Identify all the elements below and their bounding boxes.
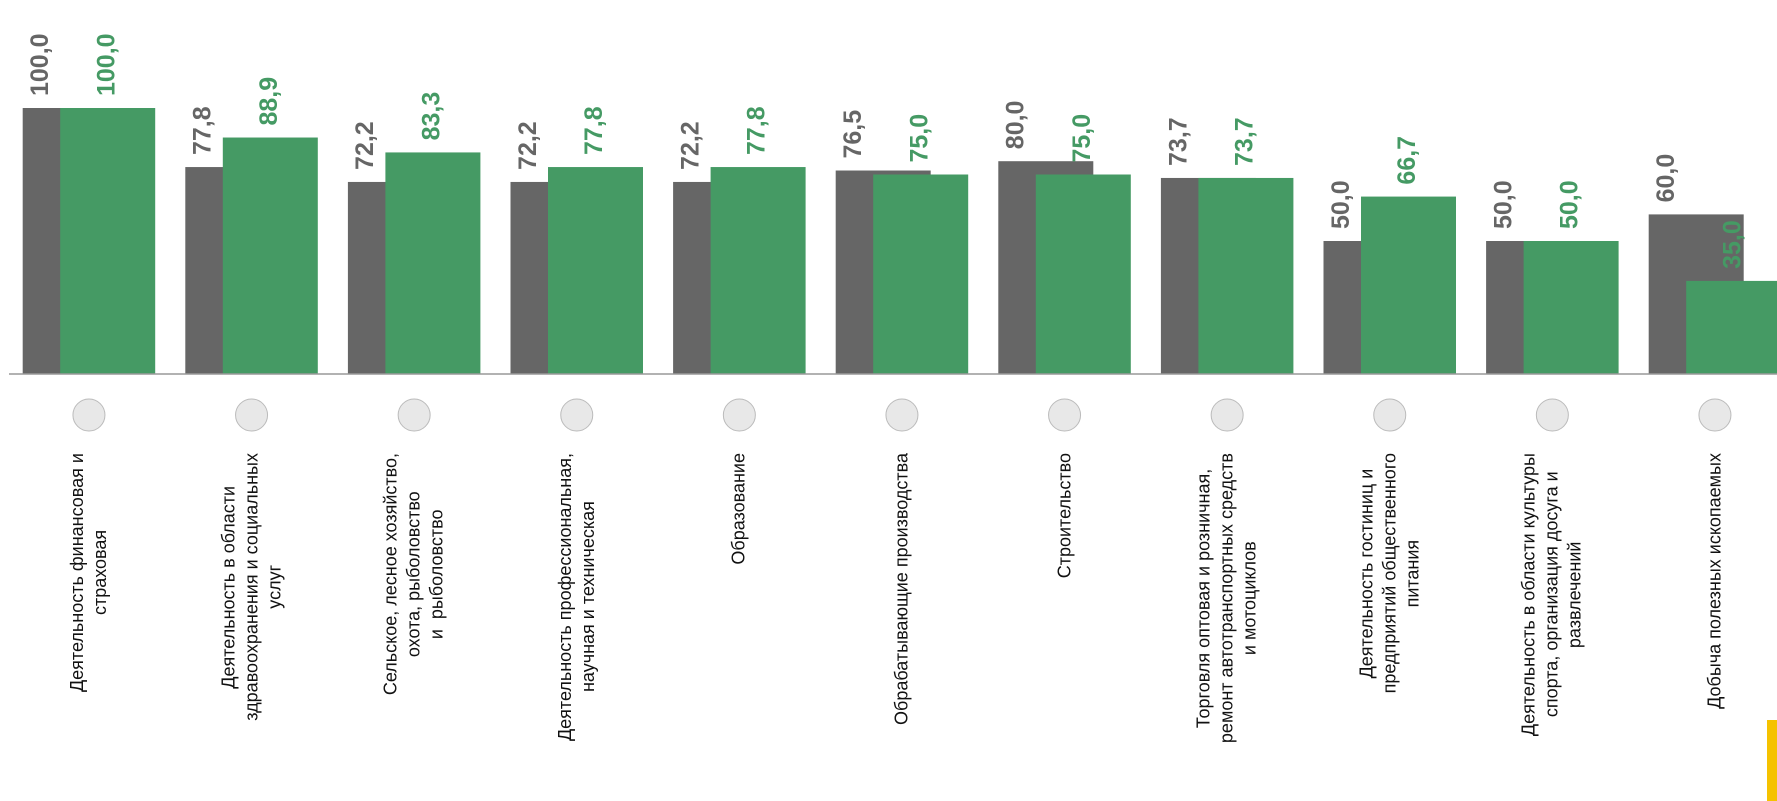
category-label: Торговля оптовая и розничная, ремонт авт… [1193,453,1260,744]
category-icon [1048,398,1082,432]
value-label: 88,9 [255,77,283,126]
bar [1523,241,1619,374]
decor-bar [1767,720,1777,801]
category-label: Обрабатывающие производства [891,453,912,725]
bar [1361,196,1456,374]
value-label: 35,0 [1718,220,1746,269]
category-label: Строительство [1054,453,1075,579]
category-label: Сельское, лесное хозяйство, охота, рыбол… [380,453,447,696]
bar [385,152,481,374]
category-icon [235,398,269,432]
category-icon [1373,398,1407,432]
value-label: 60,0 [1652,154,1680,203]
value-label: 100,0 [92,33,120,96]
value-label: 76,5 [839,110,867,159]
value-label: 75,0 [905,114,933,163]
value-label: 50,0 [1556,180,1584,229]
bar [1686,280,1777,374]
value-label: 50,0 [1489,180,1517,229]
category-label: Деятельность в области культуры спорта, … [1518,453,1585,737]
value-label: 75,0 [1068,114,1096,163]
category-label: Деятельность гостиниц и предприятий обще… [1356,453,1423,694]
value-label: 77,8 [189,106,217,155]
value-label: 66,7 [1393,136,1421,185]
value-label: 73,7 [1164,117,1192,166]
value-label: 80,0 [1002,101,1030,150]
category-label: Деятельность профессиональная, научная и… [554,453,598,742]
value-label: 72,2 [351,121,379,170]
value-label: 77,8 [743,106,771,155]
value-label: 73,7 [1231,117,1259,166]
bar [548,167,643,374]
category-icon [1698,398,1732,432]
value-label: 100,0 [26,33,54,96]
category-icon [1535,398,1569,432]
category-label: Деятельность в области здравоохранения и… [218,453,285,721]
bar [1198,177,1294,374]
bar [710,167,806,374]
bar [873,174,969,374]
category-label: Деятельность финансовая и страховая [66,453,110,693]
bar [1035,174,1131,374]
category-icon [722,398,756,432]
value-label: 72,2 [676,121,704,170]
value-label: 77,8 [580,106,608,155]
category-icon [560,398,594,432]
bar [60,108,156,374]
category-icon [885,398,919,432]
category-label: Образование [728,453,749,565]
category-icon [72,398,106,432]
value-label: 72,2 [514,121,542,170]
value-label: 83,3 [418,92,446,141]
bar [222,137,318,374]
category-icon [397,398,431,432]
category-label: Добыча полезных ископаемых [1704,453,1725,709]
category-icon [1210,398,1244,432]
value-label: 50,0 [1327,180,1355,229]
